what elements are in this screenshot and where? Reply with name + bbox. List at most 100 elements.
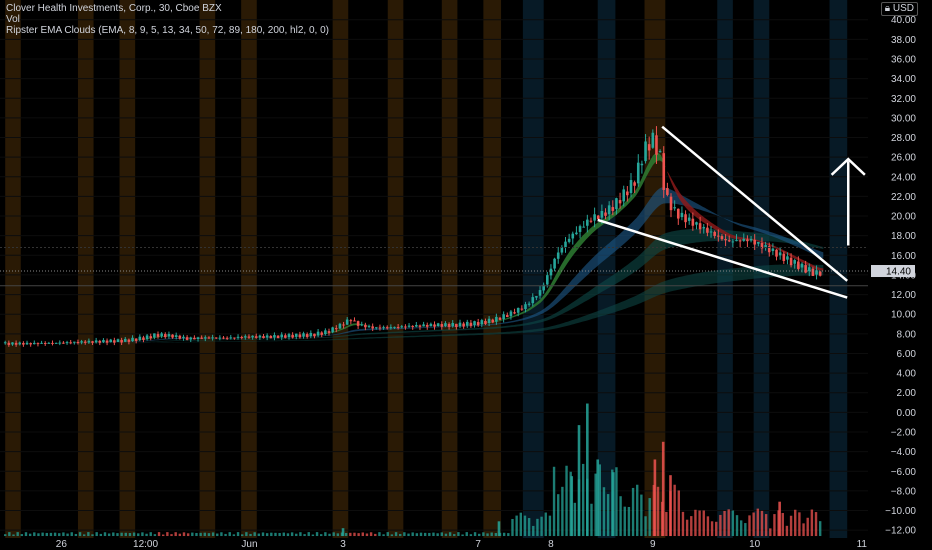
candle-body xyxy=(94,340,98,343)
candle-body xyxy=(440,324,444,327)
candle-body xyxy=(291,334,294,338)
candle-body xyxy=(520,308,524,310)
volume-bar xyxy=(519,512,522,537)
price-tick-label: 2.00 xyxy=(897,388,917,399)
volume-bar xyxy=(49,532,53,537)
volume-bar xyxy=(378,532,381,537)
volume-bar xyxy=(128,533,132,537)
candle-body xyxy=(178,335,182,339)
candle-body xyxy=(505,315,509,318)
candle-body xyxy=(305,334,309,337)
volume-bar xyxy=(311,534,315,537)
candle-body xyxy=(156,334,160,337)
session-band xyxy=(387,0,404,538)
candle-body xyxy=(313,333,316,337)
price-tick-label: 10.00 xyxy=(891,310,916,321)
candle-body xyxy=(604,212,607,216)
volume-bar xyxy=(681,511,685,537)
candle-body xyxy=(742,238,746,241)
candle-body xyxy=(7,342,11,345)
volume-bar xyxy=(324,532,327,537)
candle-body xyxy=(571,233,575,239)
candle-body xyxy=(83,341,87,343)
candle-body xyxy=(349,320,353,322)
candle-body xyxy=(113,340,116,343)
candle-body xyxy=(138,336,142,341)
volume-bar xyxy=(814,512,818,537)
candle-body xyxy=(389,327,393,329)
candle-body xyxy=(225,337,229,339)
candle-body xyxy=(280,334,284,338)
candle-body xyxy=(142,337,145,340)
candle-body xyxy=(749,239,753,241)
volume-bar xyxy=(764,514,768,537)
candle-body xyxy=(542,284,545,291)
candle-body xyxy=(229,337,233,339)
candle-body xyxy=(80,341,83,343)
candle-body xyxy=(789,257,793,266)
candle-body xyxy=(214,337,218,339)
volume-bar xyxy=(145,533,148,537)
volume-bar xyxy=(203,532,206,537)
candle-body xyxy=(240,337,243,339)
candle-body xyxy=(153,333,156,338)
candle-body xyxy=(382,327,385,329)
volume-bar xyxy=(332,532,335,537)
candle-body xyxy=(91,341,94,343)
volume-bar xyxy=(20,534,24,537)
indicator-label[interactable]: Ripster EMA Clouds (EMA, 8, 9, 5, 13, 34… xyxy=(6,25,329,36)
candle-body xyxy=(58,342,62,344)
session-band xyxy=(483,0,502,538)
volume-bar xyxy=(70,532,73,537)
candle-body xyxy=(684,214,687,223)
candle-body xyxy=(564,241,567,248)
candle-body xyxy=(378,327,382,329)
volume-bar xyxy=(107,533,111,537)
volume-bar xyxy=(170,534,173,537)
wedge-lower-line xyxy=(597,218,848,299)
trendline-drawings xyxy=(597,125,866,299)
price-tick-label: 8.00 xyxy=(897,329,917,340)
volume-bar xyxy=(257,533,261,537)
volume-bar xyxy=(178,533,182,537)
volume-bar xyxy=(220,532,223,537)
wedge-upper-line xyxy=(661,125,849,282)
session-band xyxy=(119,0,136,538)
candle-body xyxy=(764,245,767,248)
candle-body xyxy=(51,342,54,344)
candle-body xyxy=(269,335,273,339)
candle-body xyxy=(586,219,589,226)
volume-bar xyxy=(544,512,547,537)
time-tick-label: 3 xyxy=(340,539,346,550)
volume-bar xyxy=(715,521,718,537)
volume-bar xyxy=(565,465,568,537)
volume-bar xyxy=(785,525,789,537)
candle-body xyxy=(302,333,305,337)
volume-bar xyxy=(216,533,219,537)
volume-bar xyxy=(403,532,406,537)
volume-bar xyxy=(344,533,348,537)
candle-body xyxy=(509,311,513,317)
volume-bar xyxy=(174,532,177,537)
price-tick-label: −2.00 xyxy=(891,427,917,438)
candle-body xyxy=(804,265,807,273)
volume-bar xyxy=(278,532,281,537)
volume-bar xyxy=(453,534,456,537)
candle-body xyxy=(746,239,749,242)
volume-bar xyxy=(802,523,805,537)
volume-bar xyxy=(548,515,552,537)
price-tick-label: 40.00 xyxy=(891,15,916,26)
candle-body xyxy=(22,342,25,345)
volume-bar xyxy=(752,512,755,537)
currency-button[interactable]: 🔒︎ USD xyxy=(880,2,918,16)
volume-bar xyxy=(515,515,518,537)
volume-bar xyxy=(307,532,310,537)
candle-body xyxy=(105,340,109,343)
candle-body xyxy=(251,335,254,338)
candle-body xyxy=(666,188,669,195)
price-tick-label: 26.00 xyxy=(891,153,916,164)
volume-bar xyxy=(523,515,527,537)
volume-bar xyxy=(685,519,689,537)
candle-body xyxy=(3,342,7,344)
